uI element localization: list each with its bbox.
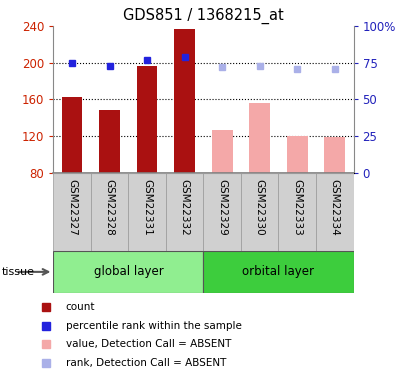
Bar — [137, 66, 158, 172]
Text: GSM22330: GSM22330 — [255, 179, 265, 236]
Text: GSM22328: GSM22328 — [105, 179, 115, 236]
Bar — [53, 172, 91, 251]
Text: tissue: tissue — [2, 267, 35, 277]
Bar — [287, 136, 308, 172]
Text: count: count — [66, 302, 95, 312]
Bar — [316, 172, 354, 251]
Bar — [53, 251, 203, 292]
Title: GDS851 / 1368215_at: GDS851 / 1368215_at — [123, 7, 284, 24]
Text: value, Detection Call = ABSENT: value, Detection Call = ABSENT — [66, 339, 231, 350]
Bar — [241, 172, 278, 251]
Bar — [203, 251, 354, 292]
Bar — [128, 172, 166, 251]
Bar — [99, 110, 120, 172]
Text: GSM22327: GSM22327 — [67, 179, 77, 236]
Bar — [91, 172, 128, 251]
Text: GSM22334: GSM22334 — [330, 179, 340, 236]
Bar — [212, 130, 233, 172]
Bar — [249, 103, 270, 172]
Bar — [278, 172, 316, 251]
Text: GSM22332: GSM22332 — [180, 179, 190, 236]
Text: orbital layer: orbital layer — [243, 266, 314, 278]
Text: percentile rank within the sample: percentile rank within the sample — [66, 321, 241, 331]
Text: global layer: global layer — [94, 266, 163, 278]
Text: rank, Detection Call = ABSENT: rank, Detection Call = ABSENT — [66, 358, 226, 368]
Bar — [62, 97, 83, 172]
Bar — [166, 172, 203, 251]
Text: GSM22329: GSM22329 — [217, 179, 227, 236]
Text: GSM22333: GSM22333 — [292, 179, 302, 236]
Bar — [324, 137, 345, 172]
Text: GSM22331: GSM22331 — [142, 179, 152, 236]
Bar — [174, 29, 195, 172]
Bar — [203, 172, 241, 251]
